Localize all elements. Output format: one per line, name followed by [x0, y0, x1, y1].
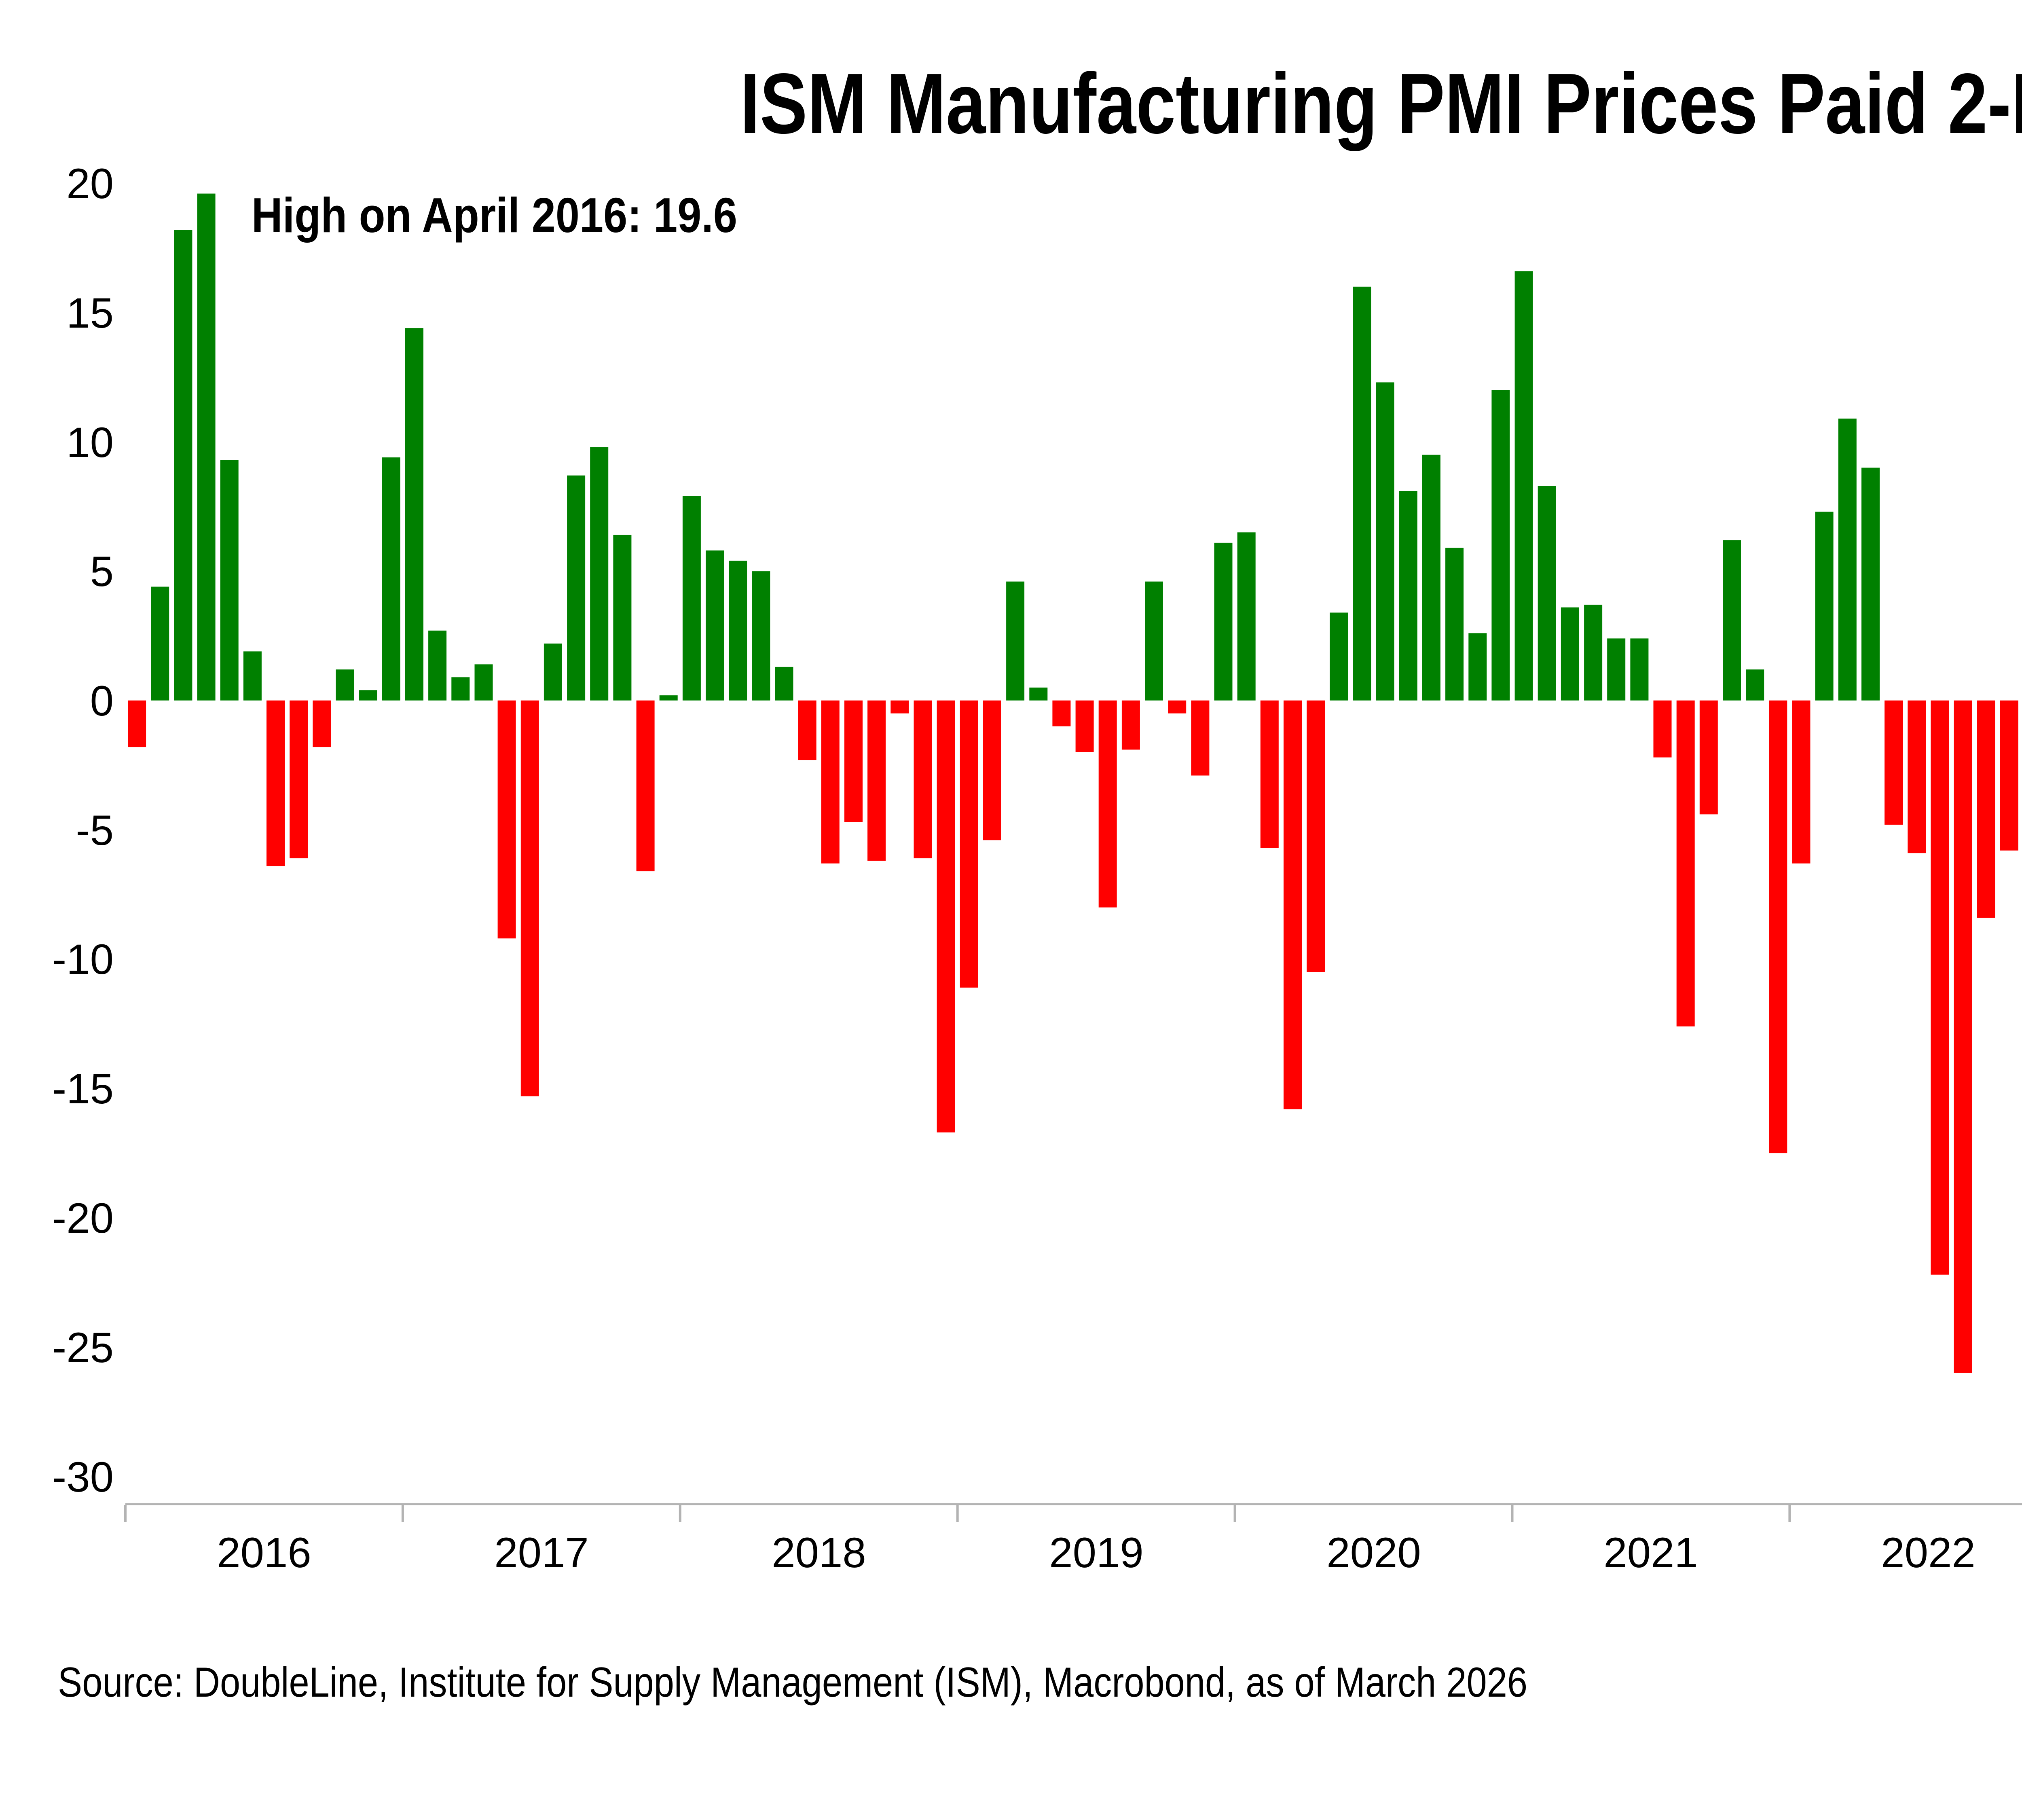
svg-text:-10: -10 — [52, 936, 114, 983]
svg-text:2019: 2019 — [1049, 1529, 1144, 1577]
svg-text:15: 15 — [66, 290, 114, 337]
svg-text:-20: -20 — [52, 1195, 114, 1242]
svg-text:-5: -5 — [76, 807, 114, 854]
svg-text:2017: 2017 — [494, 1529, 589, 1577]
svg-text:0: 0 — [90, 677, 114, 725]
svg-text:High on April 2016: 19.6: High on April 2016: 19.6 — [252, 188, 737, 243]
svg-text:-25: -25 — [52, 1324, 114, 1371]
svg-text:2018: 2018 — [772, 1529, 866, 1577]
svg-text:5: 5 — [90, 548, 114, 595]
svg-text:-15: -15 — [52, 1065, 114, 1113]
svg-text:ISM Manufacturing PMI Prices P: ISM Manufacturing PMI Prices Paid 2-Mont… — [740, 55, 2022, 151]
svg-text:10: 10 — [66, 419, 114, 466]
svg-text:-30: -30 — [52, 1454, 114, 1501]
svg-text:2022: 2022 — [1881, 1529, 1975, 1577]
svg-text:2021: 2021 — [1603, 1529, 1698, 1577]
svg-text:2020: 2020 — [1326, 1529, 1421, 1577]
svg-text:Source: DoubleLine, Institute: Source: DoubleLine, Institute for Supply… — [58, 1659, 1527, 1706]
svg-text:2016: 2016 — [217, 1529, 311, 1577]
svg-text:20: 20 — [66, 160, 114, 207]
